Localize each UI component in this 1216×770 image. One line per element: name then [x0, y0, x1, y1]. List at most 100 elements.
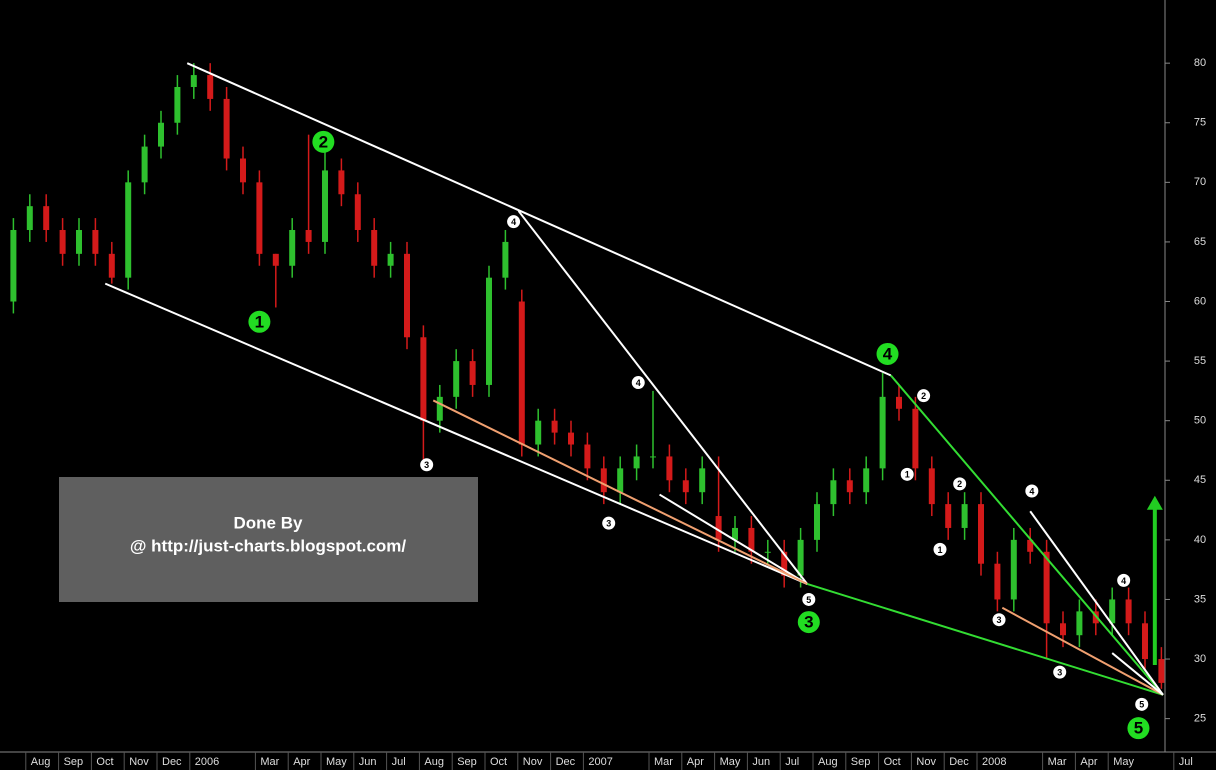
x-tick-label: Oct: [96, 756, 113, 768]
trendline: [186, 62, 892, 377]
x-tick-label: Apr: [1080, 756, 1097, 768]
wave-label: 3: [804, 613, 813, 632]
trendline: [659, 493, 808, 585]
candle-body: [748, 527, 755, 552]
candle-body: [1125, 599, 1132, 624]
wave-label-marker: [631, 376, 645, 390]
candle-body: [797, 539, 804, 576]
wave-label-marker: [1135, 697, 1149, 711]
wave-label-marker: [312, 130, 335, 153]
wave-label: 2: [957, 479, 962, 489]
x-tick-label: May: [326, 756, 347, 768]
wave-label-marker: [933, 542, 947, 556]
trendline: [890, 374, 1164, 696]
candle-body: [814, 504, 820, 540]
trendline: [1111, 652, 1164, 696]
candle-body: [486, 277, 492, 385]
wave-label: 2: [319, 132, 328, 151]
watermark-text: Done By: [234, 513, 304, 532]
wave-label-marker: [802, 592, 816, 606]
y-tick-label: 45: [1194, 474, 1206, 486]
x-tick-label: 2007: [588, 756, 612, 768]
y-tick-label: 75: [1194, 117, 1206, 129]
candle-body: [92, 230, 99, 254]
y-tick-label: 50: [1194, 415, 1206, 427]
candle-body: [978, 504, 984, 564]
candle-body: [682, 480, 689, 493]
trendline: [1001, 606, 1164, 696]
candle-body: [1109, 599, 1116, 624]
candle-body: [666, 456, 673, 481]
candle-body: [223, 98, 230, 159]
y-tick-label: 35: [1194, 593, 1206, 605]
wave-label: 1: [937, 545, 942, 555]
x-tick-label: Nov: [523, 756, 543, 768]
candle-body: [502, 241, 509, 278]
y-tick-label: 80: [1194, 57, 1206, 69]
wave-label-marker: [876, 342, 899, 365]
wave-label-marker: [917, 389, 931, 403]
x-tick-label: Jul: [1179, 756, 1193, 768]
candle-body: [141, 146, 148, 183]
x-tick-label: May: [720, 756, 741, 768]
candle-body: [912, 408, 919, 469]
x-tick-label: 2006: [195, 756, 219, 768]
x-tick-label: Jun: [752, 756, 770, 768]
candle-body: [43, 206, 50, 231]
candle-body: [518, 301, 525, 445]
candle-body: [10, 230, 17, 302]
candle-body: [650, 456, 656, 458]
watermark-text: @ http://just-charts.blogspot.com/: [130, 536, 407, 555]
candle-body: [535, 420, 542, 445]
wave-label-marker: [797, 611, 820, 634]
arrow-head: [1146, 495, 1163, 510]
candle-body: [1060, 623, 1066, 636]
wave-label: 5: [1134, 719, 1143, 738]
candle-body: [354, 194, 361, 231]
candle-body: [59, 230, 66, 254]
x-tick-label: Jun: [359, 756, 377, 768]
candle-body: [387, 253, 394, 266]
candle-body: [732, 527, 738, 540]
wave-label: 3: [424, 460, 429, 470]
wave-label-marker: [1053, 665, 1067, 679]
candle-body: [1158, 659, 1165, 683]
wave-label: 4: [1029, 486, 1034, 496]
candle-body: [994, 563, 1001, 600]
candle-body: [600, 468, 607, 493]
candle-body: [420, 337, 427, 421]
y-tick-label: 25: [1194, 713, 1206, 725]
candle-body: [190, 75, 197, 87]
candle-body: [961, 504, 968, 528]
x-tick-label: Mar: [1048, 756, 1067, 768]
candle-body: [207, 75, 214, 99]
x-tick-label: Sep: [457, 756, 477, 768]
wave-label: 5: [1139, 700, 1144, 710]
candle-body: [436, 396, 443, 421]
candle-body: [240, 158, 246, 183]
candle-body: [781, 551, 788, 576]
wave-label: 5: [806, 595, 811, 605]
candle-body: [715, 516, 722, 540]
candle-body: [551, 420, 558, 433]
candle-body: [928, 468, 935, 505]
x-tick-label: Dec: [949, 756, 969, 768]
candle-body: [830, 480, 837, 505]
x-tick-label: Sep: [64, 756, 84, 768]
wave-label: 2: [921, 391, 926, 401]
candle-body: [371, 230, 378, 266]
x-tick-label: Mar: [260, 756, 279, 768]
wave-label-marker: [900, 467, 914, 481]
wave-label: 3: [606, 519, 611, 529]
candle-body: [1027, 539, 1034, 552]
candle-body: [125, 182, 132, 278]
wave-label: 1: [255, 312, 264, 331]
wave-label: 4: [883, 344, 893, 363]
x-tick-label: Sep: [851, 756, 871, 768]
x-tick-label: Nov: [916, 756, 936, 768]
wave-label: 3: [997, 615, 1002, 625]
wave-label-marker: [507, 215, 521, 229]
x-tick-label: Dec: [162, 756, 182, 768]
candle-body: [1076, 611, 1083, 636]
candle-body: [453, 361, 460, 397]
